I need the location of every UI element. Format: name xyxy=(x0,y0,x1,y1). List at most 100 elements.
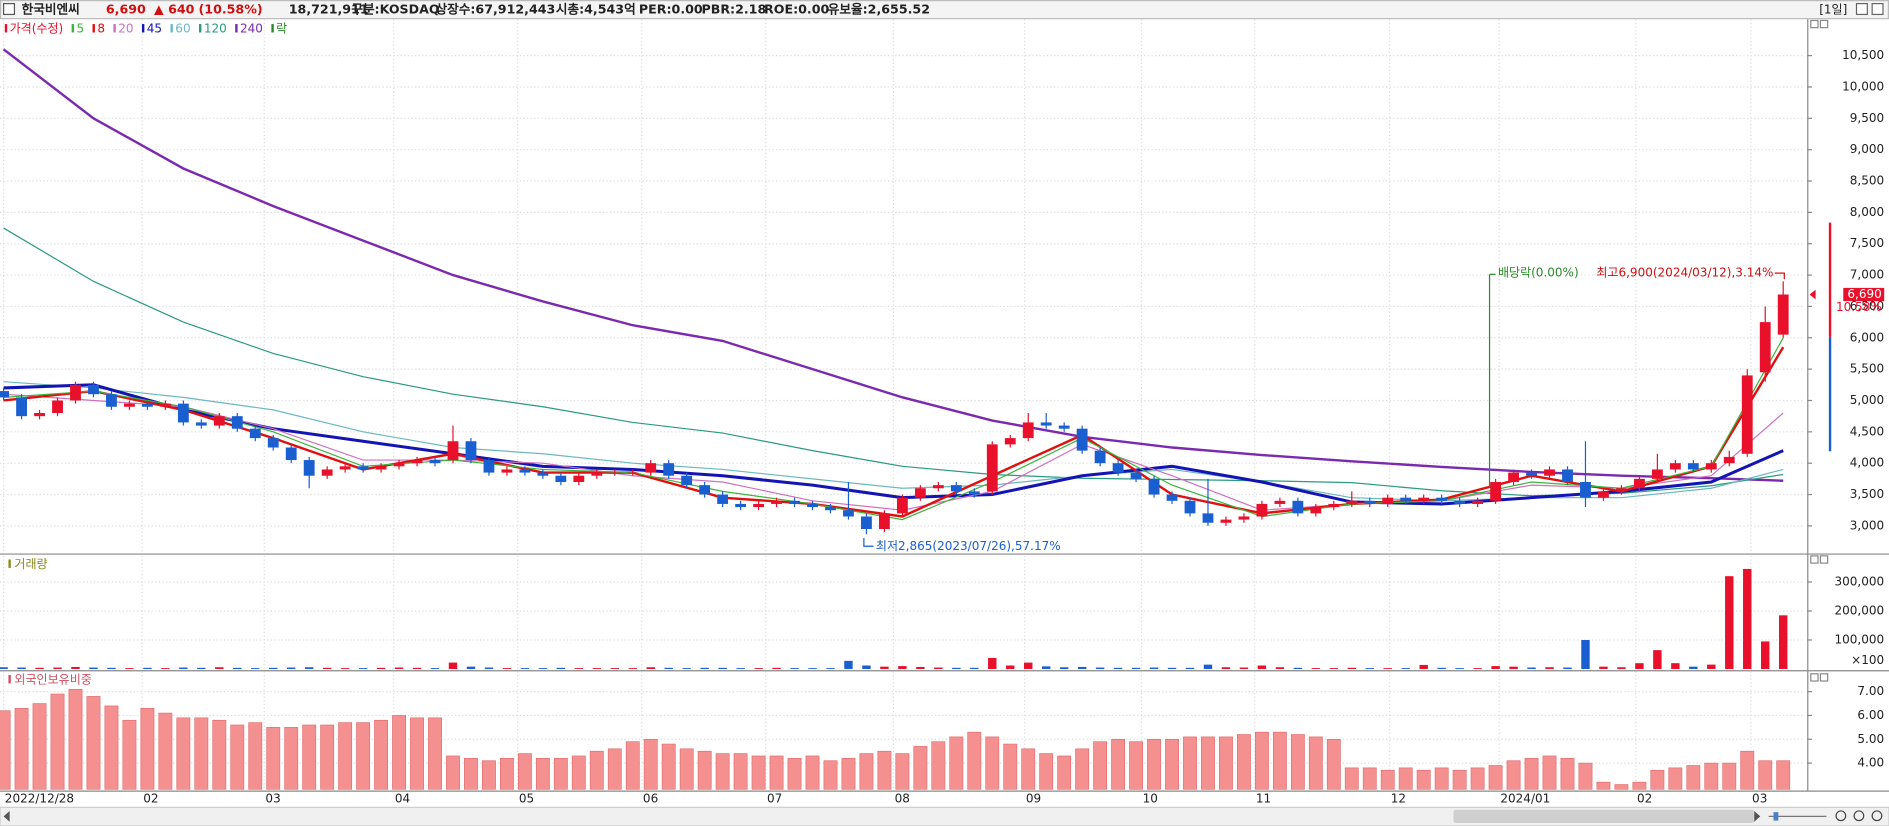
panel-button[interactable] xyxy=(1819,673,1829,682)
candle-body xyxy=(1651,469,1663,479)
candle-body xyxy=(843,510,854,517)
close-button[interactable] xyxy=(1871,3,1884,16)
checkbox[interactable] xyxy=(3,3,16,16)
x-tick-label: 04 xyxy=(395,791,410,805)
panel-button[interactable] xyxy=(1819,555,1829,564)
foreign-ratio-bar xyxy=(428,717,442,790)
volume-bar xyxy=(1077,666,1087,669)
candle-body xyxy=(968,491,980,495)
y-tick-label: 8,500 xyxy=(1850,174,1884,188)
foreign-ratio-bar xyxy=(1416,769,1431,790)
candle-body xyxy=(555,475,567,482)
zoom-in[interactable] xyxy=(1835,810,1847,822)
volume-bar xyxy=(1095,667,1105,669)
scroll-left[interactable] xyxy=(3,810,10,822)
candle-body xyxy=(1454,500,1466,504)
candle-body xyxy=(231,416,243,429)
y-tick-label: 100,000 xyxy=(1834,632,1884,646)
window-button[interactable] xyxy=(1855,3,1868,16)
scroll-right[interactable] xyxy=(1754,810,1761,822)
zoom-reset[interactable] xyxy=(1871,810,1883,822)
candle-body xyxy=(52,400,63,414)
volume-bar xyxy=(430,668,440,669)
volume-bar xyxy=(233,667,242,669)
volume-bar xyxy=(538,668,548,669)
panel-button[interactable] xyxy=(1819,19,1829,29)
period-button[interactable]: [1일] xyxy=(1819,3,1847,17)
volume-bar xyxy=(1149,667,1159,669)
candle-body xyxy=(1544,469,1555,476)
panel-button[interactable] xyxy=(1810,19,1819,29)
foreign-ratio-bar xyxy=(122,719,137,790)
volume-bar xyxy=(700,667,709,669)
foreign-ratio-bar xyxy=(50,693,65,790)
candle-body xyxy=(159,403,171,407)
volume-bar xyxy=(1671,663,1680,669)
volume-bar xyxy=(1006,665,1015,669)
foreign-ratio-bar xyxy=(697,750,712,790)
zoom-handle[interactable] xyxy=(1773,812,1779,821)
pbr: PBR:2.18 xyxy=(701,2,766,17)
foreign-ratio-bar xyxy=(1326,738,1341,790)
foreign-ratio-bar xyxy=(1650,769,1665,790)
zoom-out[interactable] xyxy=(1853,810,1865,822)
volume-bar xyxy=(772,667,781,669)
volume-bar xyxy=(1293,667,1303,669)
panel-button[interactable] xyxy=(1810,555,1819,564)
foreign-ratio-bar xyxy=(1021,748,1036,790)
foreign-ratio-bar xyxy=(14,708,29,790)
candle-body xyxy=(1400,497,1412,501)
panel-button[interactable] xyxy=(1810,673,1819,682)
foreign-ratio-bar xyxy=(805,755,820,790)
volume-bar xyxy=(574,668,584,669)
foreign-ratio-bar xyxy=(1183,736,1197,790)
volume-bar xyxy=(1725,576,1734,669)
scrollbar[interactable] xyxy=(0,806,1889,826)
foreign-ratio-bar xyxy=(877,750,892,790)
price-tag-pct: 10.58% xyxy=(1836,300,1882,314)
volume-bar xyxy=(197,667,206,669)
volume-bar xyxy=(304,667,314,669)
volume-bar xyxy=(1329,668,1339,669)
legend-swatch xyxy=(113,24,116,33)
candle-body xyxy=(1436,497,1448,501)
foreign-ratio-bar xyxy=(1704,762,1719,790)
volume-bar xyxy=(269,667,278,669)
volume-bar xyxy=(736,668,745,669)
volume-bar xyxy=(718,667,727,669)
volume-bar xyxy=(394,667,404,669)
candle-body xyxy=(609,472,621,474)
legend-label: 240 xyxy=(240,21,263,35)
panel-title-swatch xyxy=(8,559,11,568)
foreign-ratio-bar xyxy=(284,727,299,790)
y-tick-label: 5,500 xyxy=(1850,362,1884,376)
y-tick-label: 9,500 xyxy=(1850,111,1884,125)
y-tick-label: 10,500 xyxy=(1842,48,1884,62)
foreign-ratio-bar xyxy=(158,712,173,790)
candle-body xyxy=(34,413,45,417)
y-tick-label: 6,000 xyxy=(1850,330,1884,344)
candle-body xyxy=(393,463,405,467)
volume-bar xyxy=(1509,666,1518,669)
volume-bar xyxy=(53,667,62,669)
x-tick-label: 2024/01 xyxy=(1500,791,1550,805)
candle-body xyxy=(591,472,603,476)
high-arrow xyxy=(1774,272,1785,280)
candle-body xyxy=(1004,438,1016,445)
candle-body xyxy=(1292,500,1304,514)
moving-average-line xyxy=(2,48,1784,482)
foreign-ratio-bar xyxy=(625,741,640,790)
candle-body xyxy=(375,466,387,470)
volume-bar xyxy=(1239,667,1249,669)
x-tick-label: 09 xyxy=(1026,791,1041,805)
scroll-thumb[interactable] xyxy=(1453,809,1755,823)
volume-bar xyxy=(71,666,80,669)
foreign-ratio-bar xyxy=(1344,767,1359,790)
foreign-ratio-bar xyxy=(1506,760,1521,790)
foreign-ratio-bar xyxy=(1452,769,1467,790)
foreign-ratio-bar xyxy=(679,748,694,790)
candle-body xyxy=(195,422,207,426)
candle-body xyxy=(1202,513,1214,523)
volume-bar xyxy=(1113,667,1123,669)
